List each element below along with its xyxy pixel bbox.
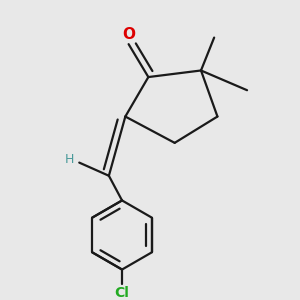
Text: H: H bbox=[65, 153, 74, 166]
Text: O: O bbox=[122, 27, 135, 42]
Text: Cl: Cl bbox=[115, 286, 130, 300]
